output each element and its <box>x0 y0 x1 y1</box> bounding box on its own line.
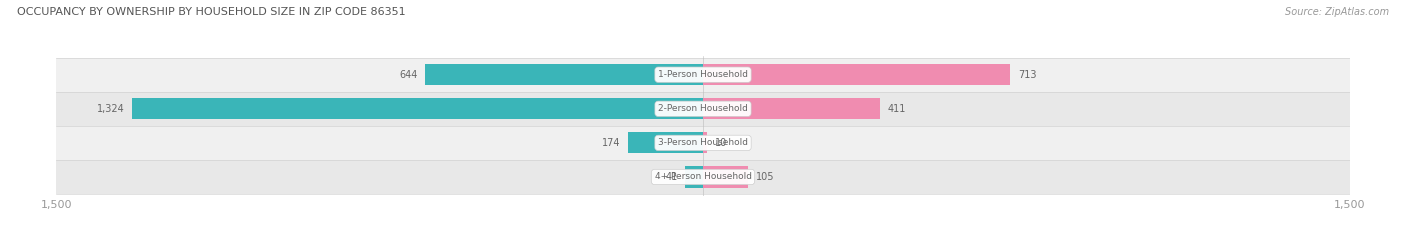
Text: 41: 41 <box>665 172 678 182</box>
Text: 411: 411 <box>889 104 907 114</box>
Bar <box>703 132 707 154</box>
Text: 644: 644 <box>399 70 418 80</box>
Text: 1-Person Household: 1-Person Household <box>658 70 748 79</box>
Bar <box>56 160 1350 194</box>
Text: 174: 174 <box>602 138 620 148</box>
Text: 105: 105 <box>756 172 775 182</box>
Bar <box>628 132 703 154</box>
Bar <box>56 92 1350 126</box>
Text: OCCUPANCY BY OWNERSHIP BY HOUSEHOLD SIZE IN ZIP CODE 86351: OCCUPANCY BY OWNERSHIP BY HOUSEHOLD SIZE… <box>17 7 405 17</box>
Text: Source: ZipAtlas.com: Source: ZipAtlas.com <box>1285 7 1389 17</box>
Bar <box>426 64 703 85</box>
Text: 4+ Person Household: 4+ Person Household <box>655 172 751 182</box>
Text: 1,324: 1,324 <box>97 104 124 114</box>
Bar <box>703 166 748 188</box>
Bar <box>132 98 703 119</box>
Text: 3-Person Household: 3-Person Household <box>658 138 748 147</box>
Text: 713: 713 <box>1018 70 1036 80</box>
Text: 2-Person Household: 2-Person Household <box>658 104 748 113</box>
Bar <box>56 126 1350 160</box>
Bar <box>56 58 1350 92</box>
Bar <box>703 98 880 119</box>
Bar <box>685 166 703 188</box>
Bar <box>703 64 1011 85</box>
Text: 10: 10 <box>716 138 727 148</box>
